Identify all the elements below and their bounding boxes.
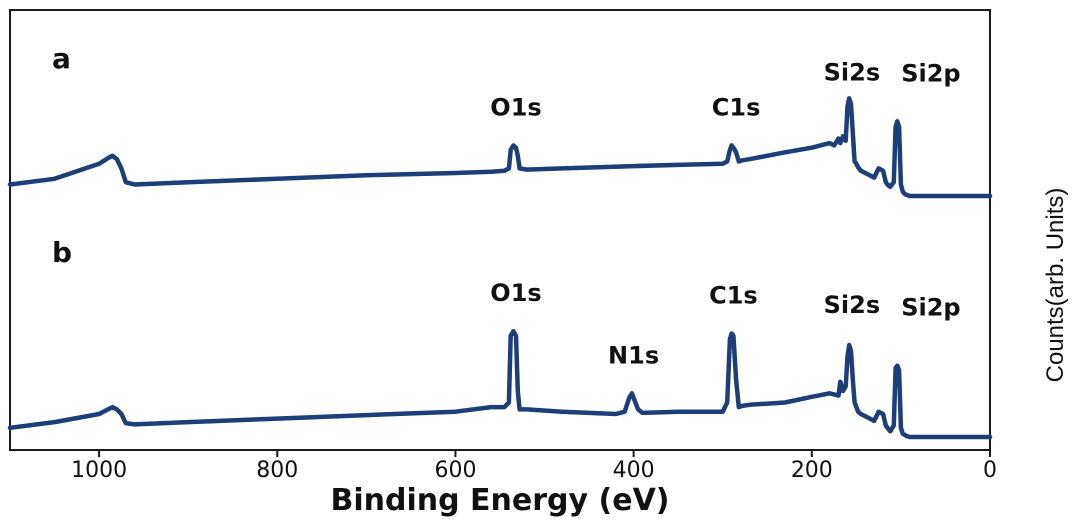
x-axis-ticks: 1000 800 600 400 200 0 [71, 450, 997, 483]
plot-frame [9, 9, 991, 451]
x-tick-label: 0 [983, 458, 997, 483]
peak-label-si2p-b: Si2p [901, 294, 960, 322]
panel-b: b O1s N1s C1s Si2s Si2p [7, 236, 993, 440]
x-tick-label: 400 [613, 458, 655, 483]
panel-a: a O1s C1s Si2s Si2p [7, 42, 993, 199]
peak-label-c1s-a: C1s [712, 93, 761, 121]
spectrum-line-a [7, 96, 993, 199]
peak-label-si2s-b: Si2s [824, 291, 881, 319]
spectrum-line-b [7, 328, 993, 440]
peak-label-o1s-a: O1s [490, 93, 541, 121]
peak-label-o1s-b: O1s [490, 279, 541, 307]
panel-label-b: b [52, 236, 72, 269]
peak-label-n1s-b: N1s [608, 341, 659, 369]
spectra-layer: a O1s C1s Si2s Si2p b O1s N1s C1s Si2s Si2p [7, 42, 993, 440]
peak-label-c1s-b: C1s [709, 282, 758, 310]
y-axis-label: Counts(arb. Units) [1042, 188, 1069, 383]
x-tick-label: 600 [434, 458, 476, 483]
x-tick-label: 200 [791, 458, 833, 483]
x-tick-label: 1000 [71, 458, 127, 483]
panel-label-a: a [52, 42, 71, 75]
peak-label-si2p-a: Si2p [901, 59, 960, 87]
x-tick-label: 800 [256, 458, 298, 483]
peak-label-si2s-a: Si2s [824, 58, 881, 86]
x-axis-label: Binding Energy (eV) [331, 483, 670, 518]
